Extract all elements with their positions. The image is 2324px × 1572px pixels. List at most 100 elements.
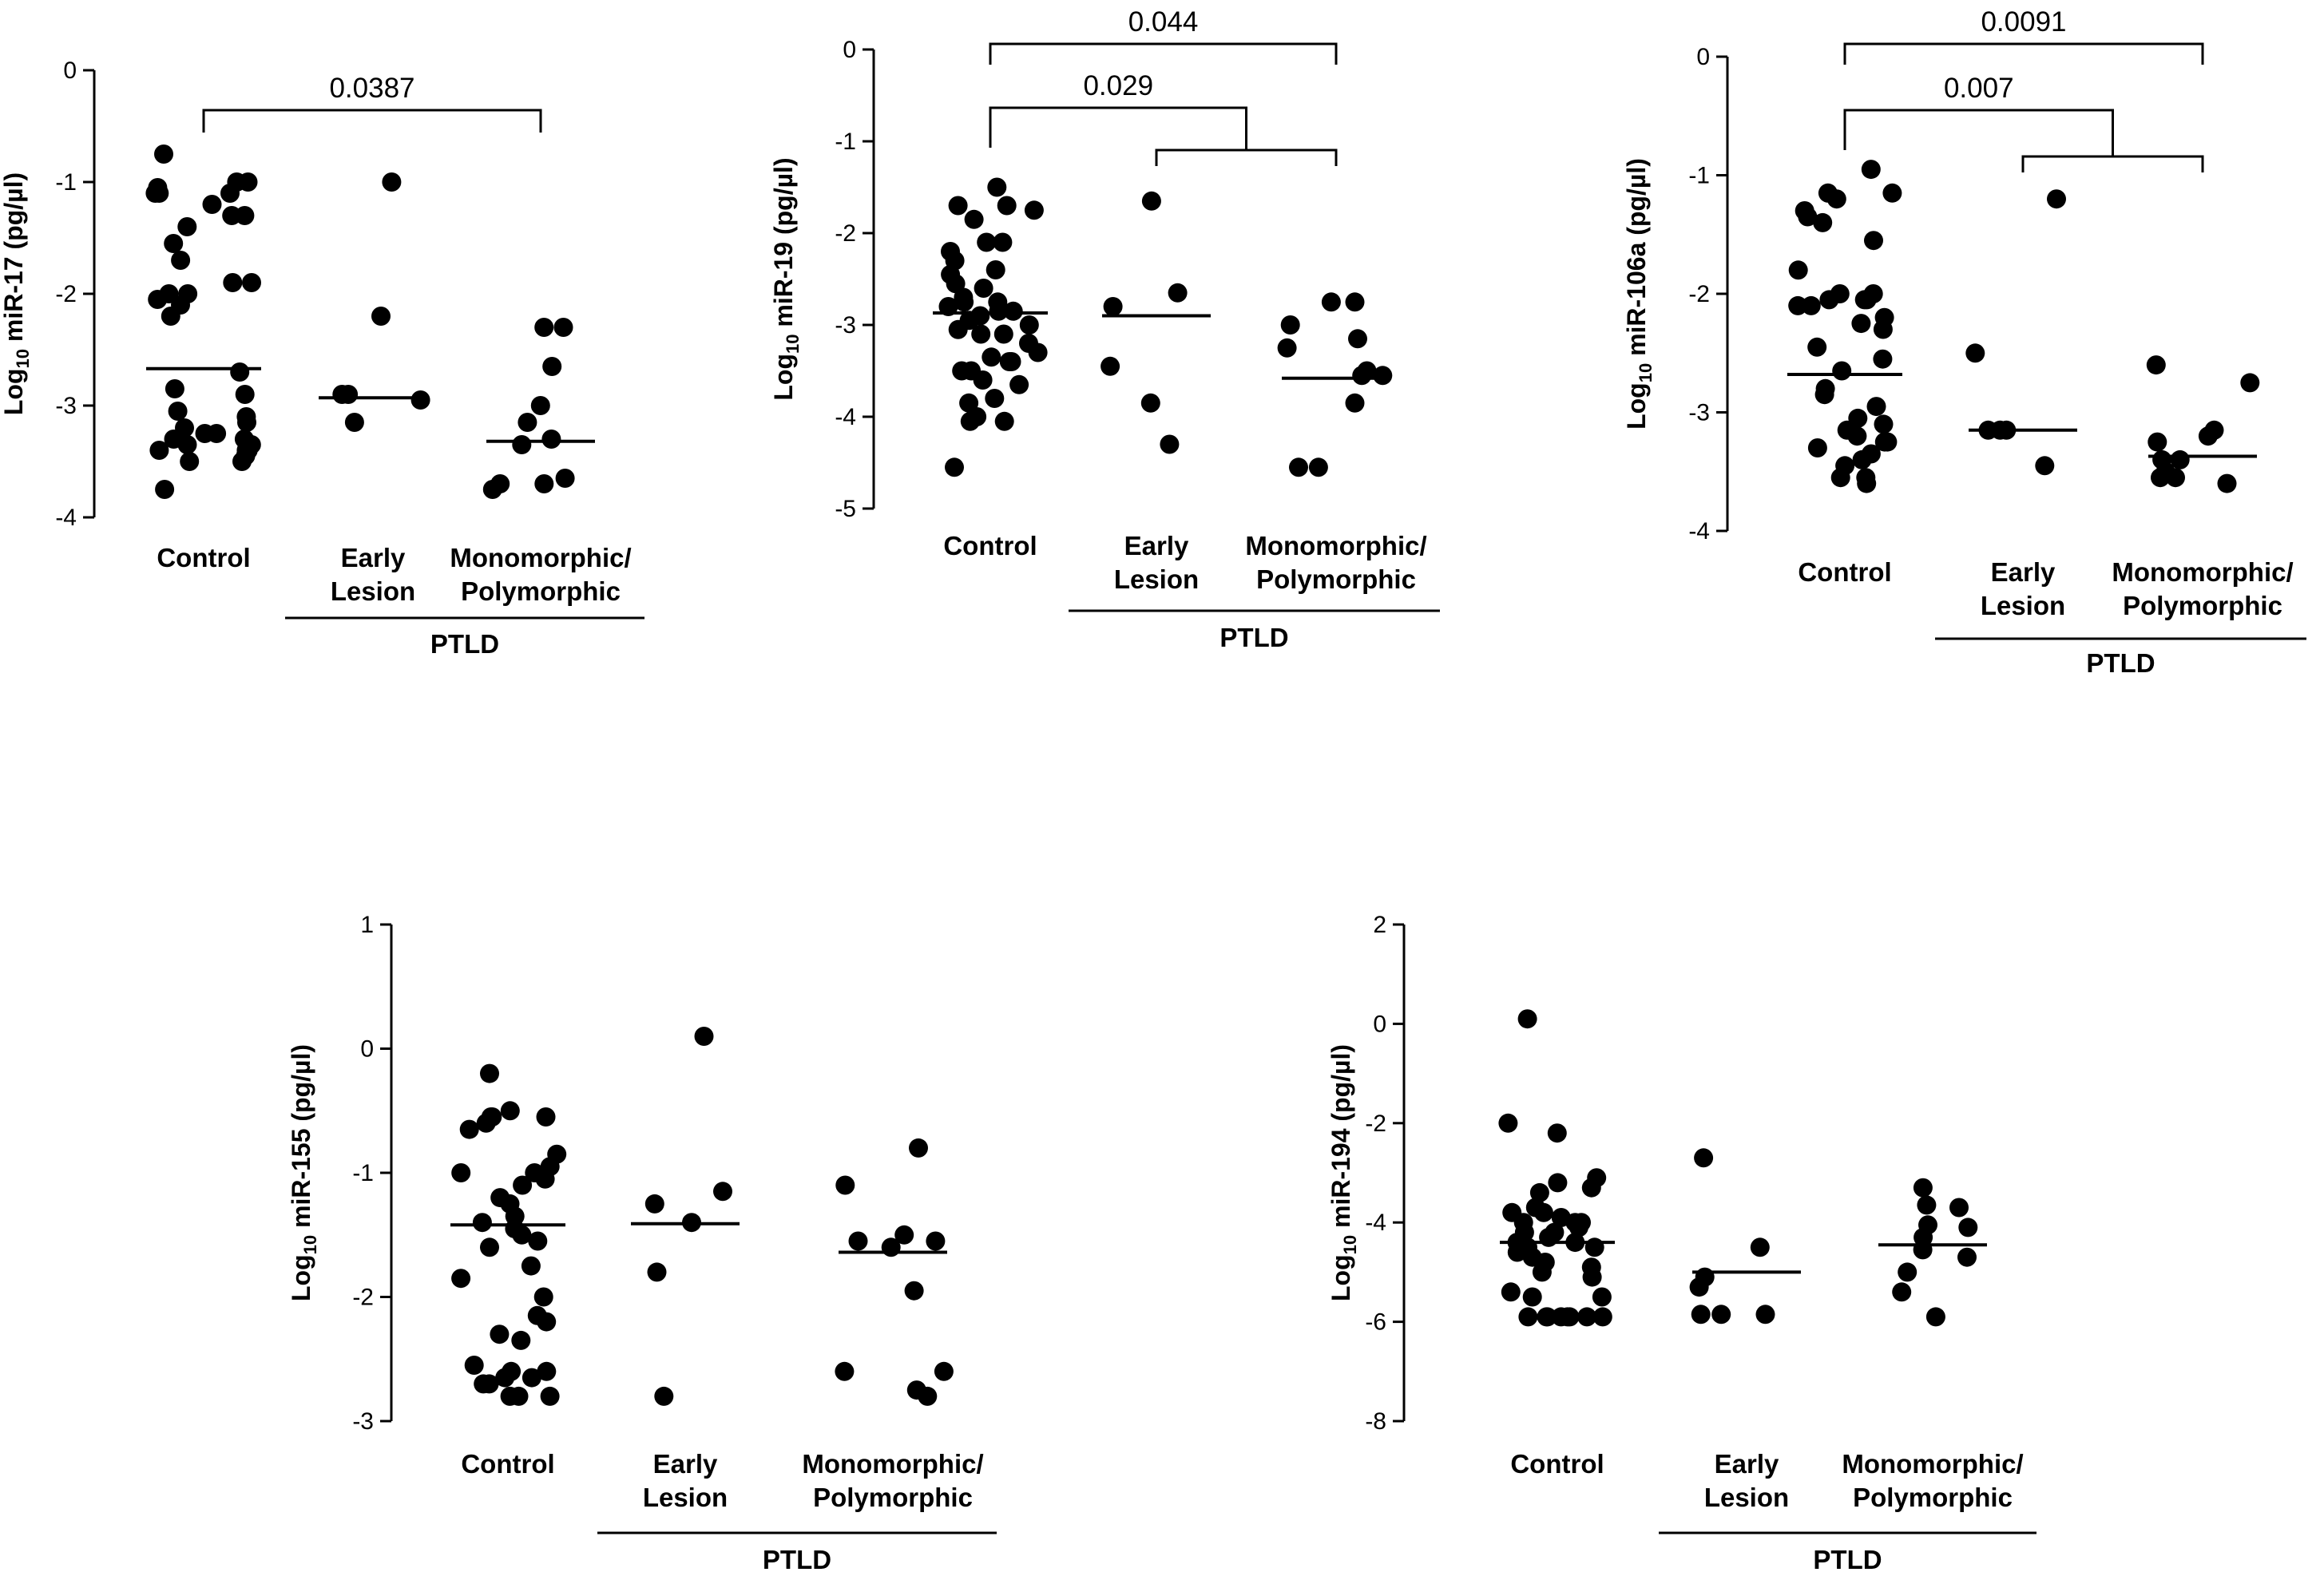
category-label: Lesion <box>1114 564 1199 594</box>
data-point <box>1539 1228 1558 1247</box>
figure: 0-1-2-3-4Log10 miR-17 (pg/µl)Control Earl… <box>0 0 2324 1572</box>
y-axis-title-subscript: 10 <box>300 1235 320 1254</box>
data-point <box>1694 1148 1713 1167</box>
data-point <box>518 413 537 432</box>
y-tick-label: -4 <box>1688 518 1710 544</box>
data-point <box>537 1313 556 1332</box>
category-label: Lesion <box>643 1483 728 1512</box>
data-point <box>1855 290 1874 309</box>
data-point <box>1819 290 1838 309</box>
data-point <box>332 385 351 404</box>
y-tick-label: 0 <box>1373 1011 1386 1037</box>
data-point <box>1592 1288 1612 1307</box>
data-point <box>1373 366 1392 385</box>
data-point <box>1585 1237 1604 1257</box>
data-point <box>528 1232 547 1251</box>
category-label: Monomorphic/ <box>1245 531 1426 560</box>
data-point <box>918 1387 937 1406</box>
data-point <box>522 1368 541 1388</box>
data-point <box>534 318 553 337</box>
category-label: Early <box>1991 557 2056 587</box>
data-point <box>161 307 180 326</box>
data-point <box>1882 184 1902 203</box>
category-label: Polymorphic <box>1256 564 1416 594</box>
data-point <box>236 385 255 404</box>
data-point <box>148 290 167 309</box>
y-tick-label: -1 <box>835 129 856 155</box>
y-tick-label: 0 <box>63 57 77 84</box>
data-point <box>203 195 222 214</box>
y-tick-label: -3 <box>835 312 856 339</box>
comparison-bracket <box>1845 110 2113 156</box>
data-point <box>1831 468 1850 487</box>
data-point <box>971 325 990 344</box>
y-tick-label: -3 <box>352 1408 374 1435</box>
y-tick-label: -4 <box>55 505 77 531</box>
y-axis-title-suffix: miR-19 (pg/µl) <box>769 157 798 334</box>
data-point <box>987 178 1006 197</box>
data-point <box>835 1362 854 1381</box>
data-point <box>501 1101 520 1120</box>
y-axis-title-subscript: 10 <box>1636 363 1656 382</box>
data-point <box>1523 1288 1542 1307</box>
data-point <box>982 347 1001 366</box>
group-label: PTLD <box>1220 623 1288 652</box>
data-point <box>474 1374 493 1393</box>
data-point <box>1009 375 1029 394</box>
y-tick-label: -2 <box>835 220 856 247</box>
y-axis-title-prefix: Log <box>287 1254 315 1301</box>
y-tick-label: -1 <box>1688 163 1710 189</box>
data-point <box>534 1288 553 1307</box>
data-point <box>1807 338 1826 357</box>
data-point <box>909 1138 928 1158</box>
category-label: Early <box>1715 1449 1779 1479</box>
data-point <box>1832 362 1851 381</box>
category-label: Monomorphic/ <box>1842 1449 2023 1479</box>
category-label: Lesion <box>1981 591 2065 620</box>
data-point <box>522 1257 541 1276</box>
data-point <box>1914 1178 1933 1198</box>
category-label: Control <box>943 531 1037 560</box>
category-label: Early <box>1124 531 1189 560</box>
group-label: PTLD <box>763 1545 831 1572</box>
data-point <box>1501 1282 1521 1301</box>
data-point <box>1813 213 1832 232</box>
data-point <box>949 196 968 216</box>
category-label: Lesion <box>331 576 415 606</box>
category-label: Polymorphic <box>2123 591 2282 620</box>
data-point <box>165 379 184 398</box>
data-point <box>965 210 984 229</box>
data-point <box>554 318 573 337</box>
data-point <box>974 370 993 390</box>
data-point <box>1352 366 1371 385</box>
data-point <box>905 1281 924 1301</box>
data-point <box>483 480 502 499</box>
y-axis-title-subscript: 10 <box>13 349 33 368</box>
data-point <box>648 1262 667 1281</box>
data-point <box>480 1064 499 1083</box>
data-point <box>242 273 261 292</box>
data-point <box>2218 474 2237 493</box>
data-point <box>1533 1262 1552 1281</box>
data-point <box>180 452 199 471</box>
data-point <box>1789 260 1808 279</box>
y-axis-title-suffix: miR-106a (pg/µl) <box>1622 158 1651 363</box>
y-axis-title-suffix: miR-17 (pg/µl) <box>0 172 28 349</box>
data-point <box>511 1331 530 1350</box>
data-point <box>2240 373 2259 392</box>
data-point <box>541 430 561 449</box>
y-tick-label: 0 <box>1696 44 1710 70</box>
data-point <box>995 412 1014 431</box>
y-tick-label: -3 <box>55 393 77 419</box>
y-axis-title-prefix: Log <box>0 368 28 415</box>
category-label: Polymorphic <box>1853 1483 2013 1512</box>
data-point <box>239 172 258 192</box>
data-point <box>835 1176 855 1195</box>
data-point <box>155 480 174 499</box>
data-point <box>934 1362 954 1381</box>
data-point <box>1873 350 1892 369</box>
data-point <box>1548 1123 1567 1142</box>
y-axis-title-prefix: Log <box>1327 1254 1355 1301</box>
y-axis-title: Log10 miR-106a (pg/µl) <box>1622 158 1656 430</box>
y-axis-title: Log10 miR-155 (pg/µl) <box>287 1044 320 1301</box>
